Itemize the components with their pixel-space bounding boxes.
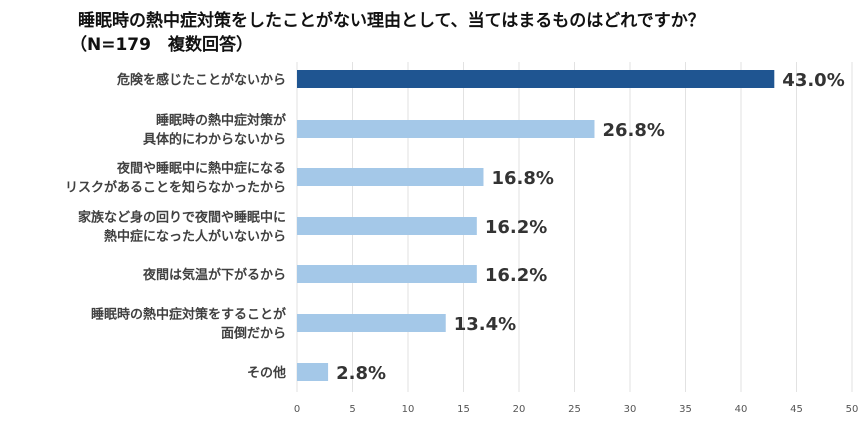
x-tick-label: 45 [790, 404, 803, 415]
data-label: 26.8% [602, 120, 664, 141]
x-tick-label: 0 [294, 404, 300, 415]
category-label: 睡眠時の熱中症対策をすることが [91, 307, 286, 323]
data-label: 16.2% [485, 265, 547, 286]
bar [297, 265, 477, 283]
category-label: 夜間や睡眠中に熱中症になる [116, 161, 286, 177]
data-label: 16.8% [491, 168, 553, 189]
x-tick-label: 25 [568, 404, 581, 415]
data-label: 43.0% [782, 70, 844, 91]
chart-title: 睡眠時の熱中症対策をしたことがない理由として、当てはまるものはどれですか？ [78, 11, 705, 31]
bar [297, 120, 595, 138]
x-tick-label: 15 [457, 404, 470, 415]
bar [297, 314, 446, 332]
bar [297, 363, 329, 381]
x-tick-label: 40 [735, 404, 748, 415]
data-label: 13.4% [454, 314, 516, 335]
x-tick-label: 20 [513, 404, 526, 415]
category-label: 家族など身の回りで夜間や睡眠中に [78, 210, 286, 226]
x-tick-label: 50 [846, 404, 859, 415]
category-label: 面倒だから [221, 326, 286, 342]
data-label: 2.8% [336, 363, 386, 384]
data-label: 16.2% [485, 217, 547, 238]
category-label: 夜間は気温が下がるから [142, 267, 286, 283]
category-label: 具体的にわからないから [143, 132, 286, 148]
category-label: リスクがあることを知らなかったから [65, 180, 286, 196]
x-tick-label: 35 [679, 404, 692, 415]
chart-subtitle: （N=179 複数回答） [70, 35, 253, 55]
category-label: 睡眠時の熱中症対策が [156, 113, 286, 129]
x-tick-label: 30 [624, 404, 637, 415]
bar [297, 168, 484, 186]
category-label: 危険を感じたことがないから [117, 72, 286, 88]
bar [297, 217, 477, 235]
category-label: 熱中症になった人がいないから [104, 229, 286, 245]
category-label: その他 [247, 365, 286, 381]
bar [297, 70, 775, 88]
x-tick-label: 5 [349, 404, 355, 415]
x-tick-label: 10 [402, 404, 415, 415]
